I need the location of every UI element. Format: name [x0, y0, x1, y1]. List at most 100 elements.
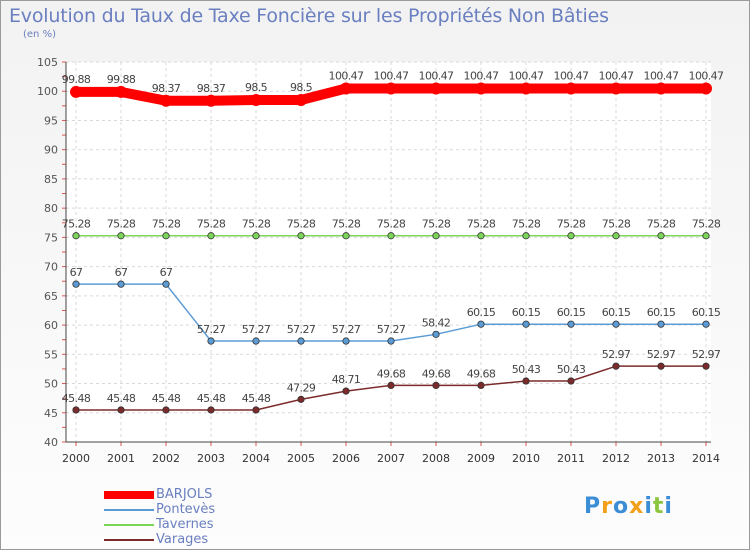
x-tick-label: 2014 [692, 452, 720, 465]
y-tick-label: 45 [44, 407, 58, 420]
data-point [342, 337, 350, 345]
data-label: 60.15 [602, 306, 631, 319]
data-label: 49.68 [422, 367, 451, 380]
data-point [702, 232, 710, 240]
y-tick-label: 65 [44, 290, 58, 303]
data-label: 98.5 [245, 81, 268, 94]
data-point [162, 406, 170, 414]
data-label: 100.47 [689, 69, 724, 82]
data-label: 60.15 [557, 306, 586, 319]
data-label: 75.28 [287, 218, 316, 231]
legend-item-tavernes: Tavernes [104, 517, 304, 533]
data-point [207, 406, 215, 414]
y-tick-label: 105 [37, 56, 58, 69]
proxiti-logo: Proxiti [584, 494, 673, 519]
data-label: 75.28 [152, 218, 181, 231]
data-point [297, 395, 305, 403]
data-label: 100.47 [599, 69, 634, 82]
logo-letter: x [629, 494, 645, 519]
legend-swatch-barjols [104, 491, 154, 499]
y-tick-label: 60 [44, 319, 58, 332]
x-tick-label: 2010 [512, 452, 540, 465]
data-point [387, 381, 395, 390]
data-label: 100.47 [329, 69, 364, 82]
data-point [250, 94, 262, 106]
data-label: 100.47 [464, 69, 499, 82]
data-label: 100.47 [419, 69, 454, 82]
data-point [565, 82, 577, 95]
data-label: 100.47 [374, 69, 409, 82]
data-label: 48.71 [332, 373, 361, 386]
data-label: 52.97 [692, 348, 721, 361]
data-label: 45.48 [107, 392, 136, 405]
data-point [207, 337, 215, 345]
data-label: 49.68 [377, 367, 406, 380]
data-label: 100.47 [509, 69, 544, 82]
data-point [297, 337, 305, 345]
data-point [522, 377, 530, 385]
data-point [205, 94, 217, 107]
data-point [657, 320, 665, 328]
data-label: 49.68 [467, 367, 496, 380]
data-point [207, 232, 215, 240]
data-label: 75.28 [467, 218, 496, 231]
y-tick-label: 100 [37, 85, 58, 98]
data-point [252, 337, 260, 345]
data-point [72, 280, 80, 288]
data-point [117, 232, 125, 240]
data-label: 67 [160, 266, 173, 279]
data-point [610, 82, 622, 95]
data-label: 75.28 [197, 218, 226, 231]
legend-swatch-tavernes [104, 524, 154, 526]
legend-item-barjols: BARJOLS [104, 487, 304, 503]
data-label: 45.48 [152, 392, 181, 405]
data-point [612, 320, 620, 328]
data-label: 100.47 [554, 69, 589, 82]
data-point [72, 232, 80, 240]
data-point [342, 387, 350, 395]
data-point [567, 320, 575, 328]
data-point [657, 362, 665, 370]
data-label: 57.27 [377, 323, 406, 336]
data-point [432, 381, 440, 390]
data-label: 75.28 [377, 218, 406, 231]
data-label: 75.28 [62, 218, 91, 231]
data-point [520, 82, 532, 95]
data-point [432, 232, 440, 240]
logo-letter: i [664, 494, 673, 519]
plot-area [66, 62, 711, 442]
legend: BARJOLS Pontevès Tavernes Varages [104, 487, 304, 548]
y-tick-label: 85 [44, 173, 58, 186]
data-point [475, 82, 487, 95]
data-label: 99.88 [107, 73, 136, 86]
data-point [612, 232, 620, 240]
data-label: 45.48 [197, 392, 226, 405]
data-point [522, 320, 530, 328]
data-label: 60.15 [467, 306, 496, 319]
x-tick-label: 2013 [647, 452, 675, 465]
legend-item-varages: Varages [104, 532, 304, 548]
data-point [70, 85, 82, 98]
x-tick-label: 2000 [62, 452, 90, 465]
data-label: 75.28 [107, 218, 136, 231]
data-point [385, 82, 397, 95]
x-tick-label: 2008 [422, 452, 450, 465]
legend-label-ponteves: Pontevès [156, 502, 216, 517]
data-label: 75.28 [422, 218, 451, 231]
data-label: 75.28 [557, 218, 586, 231]
data-point [342, 232, 350, 240]
legend-swatch-ponteves [104, 509, 154, 511]
legend-label-varages: Varages [156, 532, 209, 547]
data-point [612, 362, 620, 370]
x-tick-label: 2011 [557, 452, 585, 465]
data-label: 45.48 [242, 392, 271, 405]
x-tick-label: 2009 [467, 452, 495, 465]
data-point [700, 82, 712, 95]
legend-swatch-varages [104, 539, 154, 541]
y-tick-label: 95 [44, 114, 58, 127]
data-label: 98.37 [152, 82, 181, 95]
data-label: 75.28 [692, 218, 721, 231]
data-label: 57.27 [242, 323, 271, 336]
